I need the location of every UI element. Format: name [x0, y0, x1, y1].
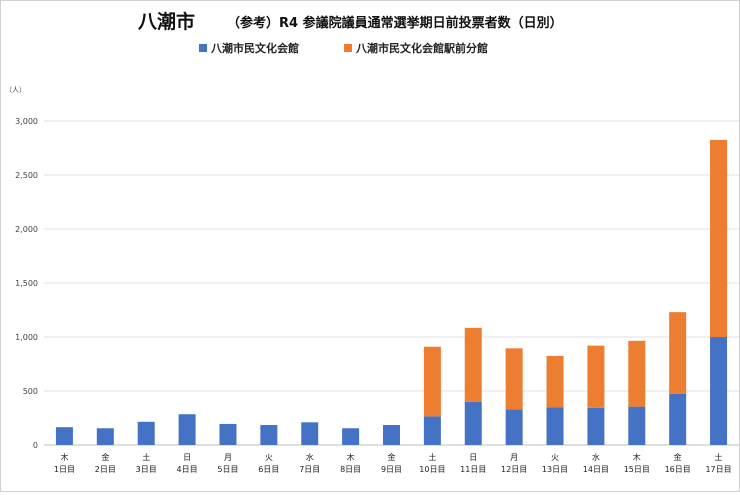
bar-series-1-day-8 — [342, 428, 360, 445]
x-tick-weekday: 金 — [101, 452, 109, 462]
x-tick-weekday: 土 — [142, 452, 150, 462]
x-tick-weekday: 金 — [674, 452, 682, 462]
bar-series-1-day-11 — [464, 401, 482, 445]
x-tick-label: 11日目 — [460, 465, 486, 474]
bar-series-1-day-16 — [669, 393, 687, 445]
legend-label-series-2: 八潮市民文化会館駅前分館 — [355, 41, 488, 55]
x-tick-label: 2日目 — [95, 465, 116, 474]
bar-series-1-day-2 — [96, 428, 114, 445]
x-tick-label: 4日目 — [177, 465, 198, 474]
bar-series-2-day-12 — [505, 348, 523, 410]
x-tick-weekday: 水 — [306, 452, 314, 462]
y-axis-ticks: 0 500 1,000 1,500 2,000 2,500 3,000 — [15, 117, 38, 450]
x-tick-label: 8日目 — [340, 465, 361, 474]
x-tick-weekday: 土 — [428, 452, 436, 462]
chart-title-city: 八潮市 — [138, 10, 195, 33]
bar-series-2-day-11 — [464, 327, 482, 402]
x-tick-weekday: 木 — [633, 452, 641, 462]
bar-series-1-day-10 — [423, 416, 441, 445]
bar-series-2-day-16 — [669, 312, 687, 394]
bar-series-2-day-13 — [546, 355, 564, 408]
bar-series-2-day-10 — [423, 346, 441, 417]
y-axis-unit-label: （人） — [5, 86, 26, 94]
y-tick-label: 2,000 — [15, 225, 38, 234]
y-tick-label: 1,500 — [15, 279, 38, 288]
y-tick-label: 1,000 — [15, 333, 38, 342]
bar-series-1-day-12 — [505, 409, 523, 445]
x-tick-label: 12日目 — [501, 465, 527, 474]
x-tick-weekday: 日 — [469, 453, 477, 462]
x-tick-weekday: 火 — [265, 453, 273, 462]
legend: 八潮市民文化会館 八潮市民文化会館駅前分館 — [199, 41, 488, 55]
x-tick-label: 9日目 — [381, 465, 402, 474]
x-tick-label: 7日目 — [299, 465, 320, 474]
bar-series-1-day-9 — [383, 425, 400, 445]
y-tick-label: 2,500 — [15, 171, 38, 180]
x-tick-weekday: 金 — [388, 452, 396, 462]
bar-series-1-day-5 — [219, 423, 237, 445]
bar-series-1-day-14 — [587, 407, 605, 445]
chart-title: （参考）R4 参議院議員通常選挙期日前投票者数（日別） — [227, 15, 563, 31]
x-tick-label: 16日目 — [665, 465, 691, 474]
legend-label-series-1: 八潮市民文化会館 — [210, 41, 299, 55]
x-tick-label: 5日目 — [217, 465, 238, 474]
legend-swatch-series-1 — [199, 44, 207, 52]
x-tick-label: 17日目 — [705, 465, 731, 474]
bar-series-1-day-6 — [260, 425, 278, 445]
bar-series-2-day-14 — [587, 345, 605, 408]
bars — [55, 139, 728, 445]
bar-series-1-day-1 — [55, 427, 73, 445]
x-tick-weekday: 日 — [183, 453, 191, 462]
bar-series-1-day-7 — [301, 422, 319, 445]
x-tick-weekday: 木 — [60, 452, 68, 462]
x-axis-ticks: 木 1日目 金 2日目 土 3日目 日 4日目 月 5日目 火 6日目 水 7日目 木 8日目 金 9日目 土 10日… — [54, 452, 732, 474]
bar-series-1-day-4 — [178, 414, 196, 445]
x-tick-weekday: 土 — [715, 452, 723, 462]
bar-series-1-day-17 — [710, 337, 728, 445]
bar-series-2-day-17 — [710, 139, 728, 337]
x-tick-label: 13日目 — [542, 465, 568, 474]
x-tick-weekday: 月 — [510, 453, 518, 462]
bar-series-1-day-13 — [546, 407, 564, 445]
bar-series-2-day-15 — [628, 340, 646, 407]
bar-series-1-day-3 — [137, 421, 155, 445]
gridlines — [44, 120, 739, 446]
x-tick-label: 3日目 — [136, 465, 157, 474]
x-tick-label: 6日目 — [258, 465, 279, 474]
x-tick-weekday: 火 — [551, 453, 559, 462]
x-tick-label: 10日目 — [419, 465, 445, 474]
x-tick-label: 14日目 — [583, 465, 609, 474]
x-tick-weekday: 木 — [347, 452, 355, 462]
bar-series-1-day-15 — [628, 406, 646, 445]
y-tick-label: 500 — [23, 387, 38, 396]
x-tick-label: 15日目 — [624, 465, 650, 474]
x-tick-weekday: 水 — [592, 452, 600, 462]
y-tick-label: 3,000 — [15, 117, 38, 126]
x-tick-label: 1日目 — [54, 465, 75, 474]
x-tick-weekday: 月 — [224, 453, 232, 462]
legend-swatch-series-2 — [344, 44, 352, 52]
y-tick-label: 0 — [33, 441, 38, 450]
